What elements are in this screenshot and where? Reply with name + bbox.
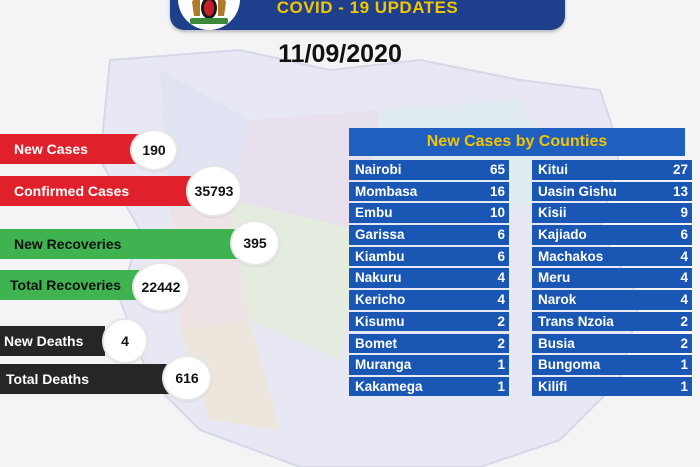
stat-confirmed-cases: Confirmed Cases: [0, 176, 195, 206]
county-row: Kilifi 1: [532, 376, 692, 397]
county-row: Kajiado 6: [532, 225, 692, 245]
county-row: Garissa 6: [349, 225, 509, 245]
stat-value-bubble: 395: [232, 222, 278, 264]
county-row: Bungoma 1: [532, 355, 692, 375]
counties-column-right: Kitui 27 Uasin Gishu 13 Kisii 9 Kajiado 6 Ma…: [532, 160, 692, 399]
stat-label: Total Recoveries: [10, 277, 122, 293]
county-row: Muranga 1: [349, 355, 509, 375]
county-row: Kakamega 1: [349, 376, 509, 397]
county-row: Uasin Gishu 13: [532, 181, 692, 202]
county-row: Mombasa 16: [349, 181, 509, 202]
county-row: Nakuru 4: [349, 268, 509, 288]
stat-value: 22442: [141, 279, 181, 295]
stat-new-cases: New Cases: [0, 134, 140, 164]
county-row: Meru 4: [532, 268, 692, 288]
county-row: Narok 4: [532, 290, 692, 310]
stat-label: New Deaths: [4, 333, 84, 349]
stat-label: Total Deaths: [6, 371, 89, 387]
county-row: Busia 2: [532, 333, 692, 353]
stat-value-bubble: 4: [104, 320, 146, 362]
stat-total-deaths: Total Deaths: [0, 364, 170, 394]
county-row: Kisumu 2: [349, 311, 509, 332]
report-date: 11/09/2020: [278, 40, 402, 68]
stat-value: 190: [142, 142, 166, 158]
stat-value: 616: [175, 370, 199, 386]
stat-label: New Recoveries: [14, 236, 122, 252]
stat-value: 395: [243, 235, 267, 251]
stat-label: New Cases: [14, 141, 88, 157]
stat-value: 35793: [194, 183, 234, 199]
county-row: Kitui 27: [532, 160, 692, 180]
stat-value: 4: [121, 333, 129, 349]
counties-table-title: New Cases by Counties: [349, 128, 685, 156]
stat-value-bubble: 616: [164, 357, 210, 399]
county-row: Machakos 4: [532, 246, 692, 267]
county-row: Kericho 4: [349, 290, 509, 310]
county-row: Kiambu 6: [349, 246, 509, 267]
stat-new-recoveries: New Recoveries: [0, 229, 240, 259]
stat-new-deaths: New Deaths: [0, 326, 105, 356]
county-row: Kisii 9: [532, 203, 692, 223]
county-row: Bomet 2: [349, 333, 509, 353]
stat-label: Confirmed Cases: [14, 183, 130, 199]
county-row: Trans Nzoia 2: [532, 311, 692, 332]
stat-value-bubble: 22442: [134, 264, 188, 310]
counties-column-left: Nairobi 65 Mombasa 16 Embu 10 Garissa 6 Kiam…: [349, 160, 509, 399]
county-row: Embu 10: [349, 203, 509, 223]
stat-total-recoveries: Total Recoveries: [0, 270, 140, 300]
stat-value-bubble: 35793: [188, 167, 240, 215]
banner-title: COVID - 19 UPDATES: [276, 0, 459, 17]
county-row: Nairobi 65: [349, 160, 509, 180]
stat-value-bubble: 190: [132, 131, 176, 169]
coat-of-arms-logo: [178, 0, 240, 30]
